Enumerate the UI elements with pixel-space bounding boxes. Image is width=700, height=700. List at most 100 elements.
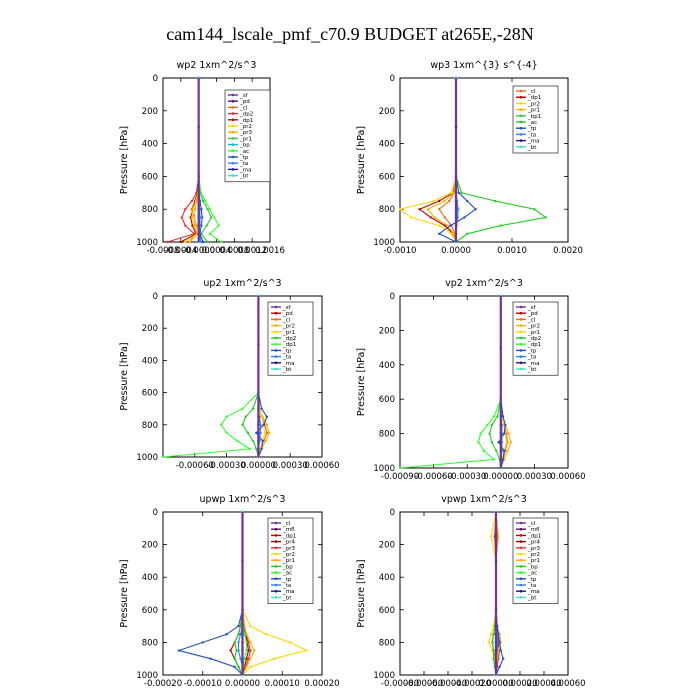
legend-marker	[274, 361, 278, 365]
legend-entry: _ac	[527, 571, 537, 577]
legend-entry: _ma	[527, 589, 539, 595]
panel-title: up2 1xm^2/s^3	[203, 278, 281, 289]
legend-marker	[231, 112, 235, 115]
legend-marker	[274, 349, 278, 352]
point-dp1	[486, 423, 489, 427]
y-tick-label: 200	[379, 107, 395, 117]
point-tp	[265, 415, 269, 418]
legend-entry: _bt	[527, 367, 537, 373]
y-tick-label: 1000	[136, 453, 158, 463]
point-tp	[502, 432, 506, 435]
x-tick-label: -0.0008	[147, 246, 180, 256]
y-tick-label: 400	[142, 573, 158, 583]
legend-entry: _cl	[527, 317, 536, 323]
legend-marker	[519, 102, 523, 105]
point-pr2	[506, 449, 509, 452]
legend-marker	[519, 311, 523, 315]
point-pr2	[490, 535, 493, 538]
legend-entry: _ma	[282, 589, 294, 595]
point-tp	[498, 665, 501, 669]
x-tick-label: 0.00020	[502, 679, 537, 689]
point-cl	[190, 208, 193, 211]
series-dp1	[399, 296, 502, 469]
y-tick-label: 800	[142, 421, 158, 431]
point-ta	[237, 641, 240, 644]
legend-entry: _bt	[239, 174, 249, 180]
legend-marker	[231, 174, 235, 177]
legend-marker	[274, 583, 278, 587]
point-dp1	[492, 415, 496, 418]
point-tp	[260, 447, 263, 451]
point-pr1	[209, 216, 213, 219]
point-tp	[498, 641, 501, 644]
point-dp1	[191, 224, 194, 227]
legend-entry: _ac	[527, 120, 537, 126]
legend-marker	[519, 571, 523, 574]
legend-entry: _ta	[282, 583, 291, 589]
point-dp1	[225, 415, 228, 418]
y-tick-label: 600	[142, 389, 158, 399]
y-tick-label: 1000	[136, 238, 158, 248]
legend-marker	[231, 106, 235, 109]
point-dp2	[488, 432, 491, 435]
legend-marker	[274, 589, 278, 593]
point-pr1	[426, 208, 430, 211]
point-ac	[219, 240, 223, 244]
y-tick-label: 600	[379, 395, 395, 405]
y-axis-label: Pressure [hPa]	[119, 342, 130, 410]
point-dp2	[244, 415, 247, 418]
legend-marker	[231, 124, 235, 128]
panel-up2: up2 1xm^2/s^3 Pressure [hPa] 0 200 400 600 800…	[119, 278, 340, 471]
point-tp	[457, 191, 460, 194]
legend-marker	[274, 577, 278, 581]
legend-marker	[274, 367, 278, 371]
legend-marker	[519, 114, 523, 118]
legend-marker	[519, 540, 523, 543]
point-pr2	[267, 431, 271, 435]
point-ac	[208, 208, 212, 211]
legend-marker	[231, 143, 235, 146]
legend-marker	[519, 521, 523, 525]
legend-entry: _pr1	[282, 558, 295, 564]
x-tick-label: 0.00040	[526, 679, 561, 689]
plot-frame	[399, 77, 569, 243]
legend-entry: _pr2	[527, 101, 540, 107]
legend-entry: _cl	[527, 521, 536, 527]
legend-marker	[519, 552, 523, 556]
point-tp	[262, 423, 265, 426]
point-tp	[225, 633, 228, 636]
y-axis-label: Pressure [hPa]	[356, 348, 367, 416]
point-pr3	[188, 240, 191, 244]
point-pr1	[452, 232, 455, 235]
legend-marker	[274, 336, 278, 340]
point-dp1	[179, 240, 183, 244]
point-dp1	[479, 432, 482, 435]
point-tp	[438, 232, 441, 235]
point-pr1	[433, 216, 436, 219]
legend-entry: _dp2	[282, 336, 296, 342]
x-tick-label: -0.00030	[207, 461, 245, 471]
point-pr3	[247, 641, 250, 644]
x-tick-label: -0.00020	[144, 679, 182, 689]
y-tick-label: 0	[153, 292, 158, 302]
legend-entry: _sf	[527, 305, 537, 311]
legend-entry: _bp	[527, 564, 538, 570]
legend-marker	[519, 126, 523, 130]
point-pr2	[509, 441, 513, 444]
legend-marker	[519, 305, 523, 309]
point-dp2	[166, 240, 169, 244]
point-dp2	[184, 208, 187, 211]
point-tp	[497, 441, 500, 444]
point-pr1	[497, 535, 500, 538]
legend-marker	[231, 93, 235, 97]
legend-entry: _pr2	[527, 324, 540, 330]
x-tick-label: 0.00030	[273, 461, 308, 471]
series-pr1	[427, 78, 457, 243]
legend-entry: _tp	[527, 577, 537, 583]
point-ac	[544, 216, 547, 219]
point-ta	[457, 208, 460, 211]
point-tp	[501, 415, 505, 418]
point-dp1	[241, 407, 244, 410]
y-tick-label: 600	[379, 172, 395, 182]
legend-marker	[519, 546, 523, 550]
